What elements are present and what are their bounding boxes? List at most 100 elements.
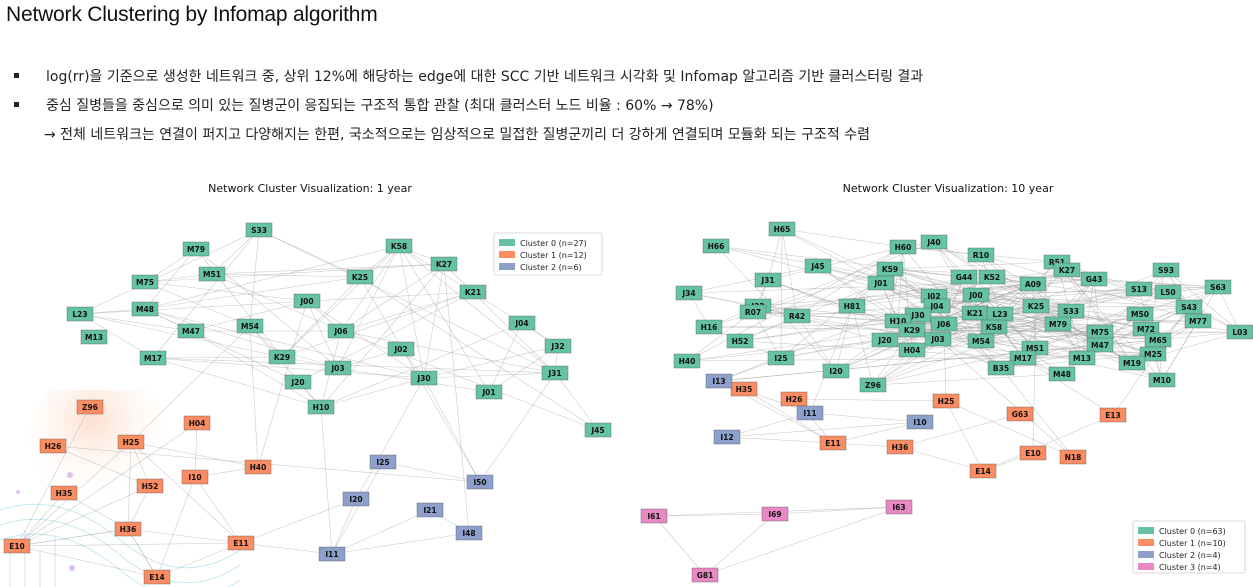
bullet-text: log(rr)을 기준으로 생성한 네트워크 중, 상위 12%에 해당하는 e… <box>46 69 924 85</box>
node-box <box>1099 407 1127 423</box>
node-box <box>1059 449 1087 465</box>
node-box <box>1068 350 1096 366</box>
network-edge <box>743 388 834 444</box>
node-label: H36 <box>120 525 137 534</box>
node-box <box>1148 372 1176 388</box>
network-node: G43 <box>1080 271 1108 287</box>
network-node: H66 <box>702 238 730 254</box>
network-node: J30 <box>410 370 438 386</box>
network-edge <box>443 263 470 534</box>
node-label: I10 <box>188 473 201 482</box>
network-node: K25 <box>1022 298 1050 314</box>
network-node: I10 <box>906 414 934 430</box>
node-label: J31 <box>547 369 561 378</box>
node-box <box>1152 262 1180 278</box>
network-node: J00 <box>962 287 990 303</box>
network-node: H26 <box>39 438 67 454</box>
node-label: H66 <box>708 242 725 251</box>
node-box <box>293 293 321 309</box>
node-box <box>1204 279 1232 295</box>
network-node: J06 <box>327 323 355 339</box>
legend-swatch <box>499 263 515 270</box>
network-edge <box>382 461 481 483</box>
node-box <box>924 331 952 347</box>
node-label: K58 <box>986 323 1002 332</box>
node-label: M19 <box>1123 359 1141 368</box>
network-node: H26 <box>780 391 808 407</box>
node-label: E10 <box>9 542 25 551</box>
node-label: M10 <box>1153 376 1171 385</box>
node-label: Z96 <box>865 381 881 390</box>
node-label: H10 <box>313 403 330 412</box>
node-label: J32 <box>550 342 564 351</box>
node-box <box>987 360 1015 376</box>
network-node: Z96 <box>76 399 104 415</box>
node-box <box>761 506 789 522</box>
network-edge <box>240 498 357 544</box>
network-edge <box>152 356 283 359</box>
node-label: M54 <box>972 337 990 346</box>
network-edge <box>911 331 1101 351</box>
node-box <box>387 341 415 357</box>
network-node: L23 <box>986 306 1014 322</box>
network-edge <box>945 400 984 472</box>
node-label: M75 <box>1091 328 1109 337</box>
node-box <box>66 306 94 322</box>
network-node: J00 <box>293 293 321 309</box>
node-box <box>969 463 997 479</box>
node-box <box>131 301 159 317</box>
node-label: E14 <box>975 467 991 476</box>
node-label: M17 <box>144 354 162 363</box>
node-box <box>327 323 355 339</box>
network-edge <box>144 281 308 302</box>
network-edge <box>1056 261 1133 364</box>
network-edge <box>79 229 260 315</box>
network-edge <box>718 339 1159 382</box>
network-edge <box>686 291 1169 362</box>
chart-legend: Cluster 0 (n=27) Cluster 1 (n=12) Cluster … <box>493 232 603 276</box>
node-box <box>1022 298 1050 314</box>
node-label: M47 <box>1091 341 1109 350</box>
node-box <box>867 275 895 291</box>
node-box <box>508 315 536 331</box>
node-label: M65 <box>1149 336 1167 345</box>
network-edge <box>398 245 556 374</box>
network-edge <box>767 246 904 281</box>
network-node: E11 <box>819 435 847 451</box>
node-label: L50 <box>1160 288 1175 297</box>
network-edge <box>127 528 158 578</box>
node-box <box>754 272 782 288</box>
node-label: J34 <box>681 289 695 298</box>
network-edge <box>889 261 1058 270</box>
network-edge <box>130 441 259 468</box>
network-edge <box>554 372 599 431</box>
network-edge <box>488 345 559 393</box>
node-label: N18 <box>1065 453 1082 462</box>
network-edge <box>686 311 754 362</box>
node-box <box>131 274 159 290</box>
network-chart-10-year: Network Cluster Visualization: 10 year H6… <box>640 182 1253 583</box>
network-node: M13 <box>1068 350 1096 366</box>
node-box <box>466 474 494 490</box>
network-node: E10 <box>1019 445 1047 461</box>
network-edge <box>774 506 900 515</box>
node-box <box>780 391 808 407</box>
bullet-text: 중심 질병들을 중심으로 의미 있는 질병군이 응집되는 구조적 통합 관찰 (… <box>46 98 714 114</box>
network-edge <box>980 340 1154 355</box>
network-edge <box>686 246 904 362</box>
network-node: H52 <box>726 333 754 349</box>
node-label: E11 <box>233 539 249 548</box>
node-box <box>675 285 703 301</box>
network-edge <box>320 322 523 408</box>
node-label: J00 <box>968 291 982 300</box>
network-node: K21 <box>459 284 487 300</box>
node-box <box>346 269 374 285</box>
node-label: K58 <box>391 242 407 251</box>
node-label: R07 <box>745 308 761 317</box>
network-node: H04 <box>898 342 926 358</box>
legend-label: Cluster 3 (n=4) <box>1159 563 1221 572</box>
node-label: H10 <box>890 317 907 326</box>
network-node: M54 <box>967 333 995 349</box>
network-node: K58 <box>980 319 1008 335</box>
network-edge <box>1022 357 1114 416</box>
